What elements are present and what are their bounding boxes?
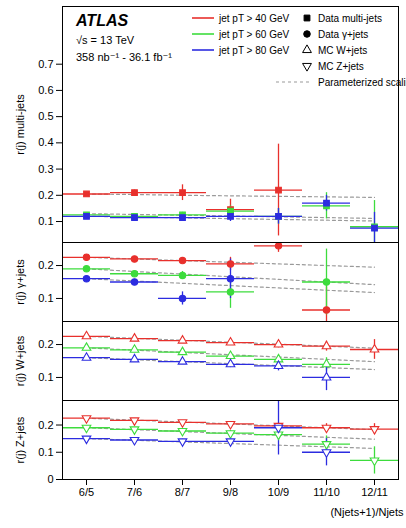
svg-text:Data γ+jets: Data γ+jets [318, 29, 368, 40]
svg-text:(Njets+1)/Njets: (Njets+1)/Njets [330, 506, 404, 518]
svg-text:r(j) γ+jets: r(j) γ+jets [14, 259, 26, 305]
svg-text:0.1: 0.1 [38, 292, 53, 304]
svg-text:r(j) Z+jets: r(j) Z+jets [14, 416, 26, 463]
svg-text:0.2: 0.2 [38, 419, 53, 431]
svg-text:r(j) multi-jets: r(j) multi-jets [14, 94, 26, 155]
svg-text:0.1: 0.1 [38, 215, 53, 227]
svg-text:8/7: 8/7 [175, 486, 190, 498]
svg-text:0.4: 0.4 [38, 136, 53, 148]
svg-text:0.3: 0.3 [38, 163, 53, 175]
svg-text:0.7: 0.7 [38, 58, 53, 70]
svg-text:0.2: 0.2 [38, 338, 53, 350]
svg-text:10/9: 10/9 [268, 486, 289, 498]
svg-text:11/10: 11/10 [313, 486, 340, 498]
svg-text:0.5: 0.5 [38, 110, 53, 122]
svg-text:jet pT > 40 GeV: jet pT > 40 GeV [218, 13, 289, 24]
svg-text:7/6: 7/6 [127, 486, 142, 498]
svg-text:MC W+jets: MC W+jets [318, 45, 367, 56]
svg-text:0.2: 0.2 [38, 259, 53, 271]
svg-text:0.6: 0.6 [38, 84, 53, 96]
svg-text:0.2: 0.2 [38, 189, 53, 201]
svg-text:12/11: 12/11 [361, 486, 388, 498]
svg-text:9/8: 9/8 [223, 486, 238, 498]
svg-text:Data multi-jets: Data multi-jets [318, 13, 382, 24]
svg-text:jet pT > 60 GeV: jet pT > 60 GeV [218, 29, 289, 40]
svg-text:358 nb⁻¹ - 36.1 fb⁻¹: 358 nb⁻¹ - 36.1 fb⁻¹ [76, 51, 172, 63]
svg-text:√s = 13 TeV: √s = 13 TeV [76, 34, 135, 46]
svg-text:MC Z+jets: MC Z+jets [318, 61, 364, 72]
svg-text:0.1: 0.1 [38, 371, 53, 383]
svg-text:0: 0 [47, 473, 53, 485]
svg-text:Parameterized scaling: Parameterized scaling [318, 77, 406, 88]
svg-text:jet pT > 80 GeV: jet pT > 80 GeV [218, 45, 289, 56]
svg-text:0.1: 0.1 [38, 446, 53, 458]
svg-text:ATLAS: ATLAS [75, 12, 128, 29]
svg-text:r(j) W+jets: r(j) W+jets [14, 335, 26, 386]
svg-text:6/5: 6/5 [79, 486, 94, 498]
